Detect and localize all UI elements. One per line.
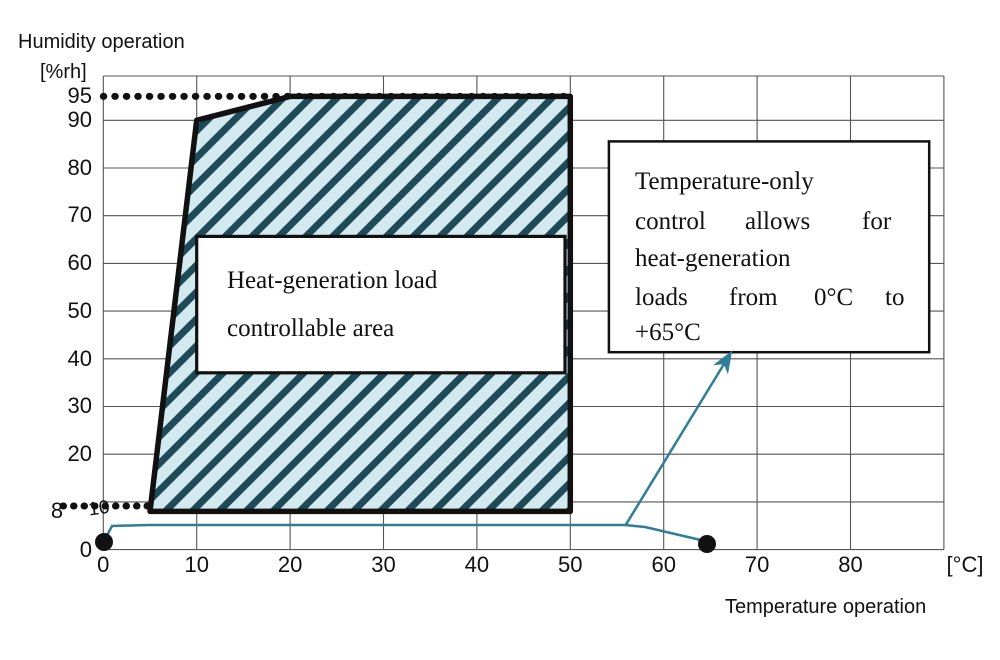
svg-text:Temperature operation: Temperature operation <box>725 596 926 618</box>
svg-text:30: 30 <box>371 552 395 577</box>
svg-text:[%rh]: [%rh] <box>40 61 87 83</box>
svg-text:10: 10 <box>87 497 111 521</box>
svg-text:50: 50 <box>558 552 582 577</box>
svg-text:90: 90 <box>68 107 92 132</box>
svg-text:heat-generation: heat-generation <box>635 245 791 272</box>
svg-text:80: 80 <box>68 155 92 180</box>
svg-text:60: 60 <box>68 250 92 275</box>
svg-text:40: 40 <box>68 346 92 371</box>
svg-text:0: 0 <box>80 537 92 562</box>
svg-text:+65°C: +65°C <box>635 319 701 346</box>
svg-text:95: 95 <box>68 83 92 108</box>
svg-text:Temperature-only: Temperature-only <box>635 168 814 195</box>
svg-text:Humidity operation: Humidity operation <box>18 31 185 53</box>
svg-text:30: 30 <box>68 393 92 418</box>
svg-text:controllable area: controllable area <box>227 315 394 342</box>
svg-text:20: 20 <box>278 552 302 577</box>
svg-text:40: 40 <box>465 552 489 577</box>
svg-text:0: 0 <box>97 552 109 577</box>
svg-text:[°C]: [°C] <box>947 552 984 577</box>
svg-text:80: 80 <box>838 552 862 577</box>
svg-text:8: 8 <box>51 498 63 523</box>
svg-text:60: 60 <box>651 552 675 577</box>
svg-text:70: 70 <box>745 552 769 577</box>
svg-text:10: 10 <box>184 552 208 577</box>
svg-text:Heat-generation load: Heat-generation load <box>227 267 438 294</box>
svg-text:50: 50 <box>68 298 92 323</box>
svg-text:70: 70 <box>68 202 92 227</box>
svg-text:20: 20 <box>68 441 92 466</box>
